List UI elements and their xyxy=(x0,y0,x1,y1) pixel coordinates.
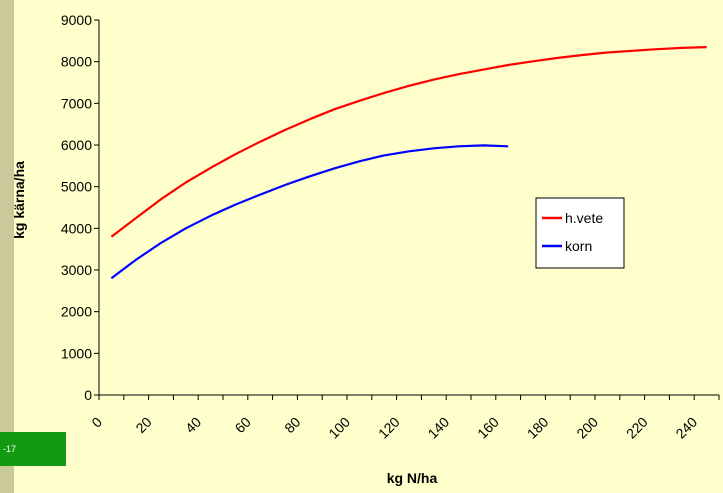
x-tick-label: 200 xyxy=(573,414,601,442)
slide-number-badge: -17 xyxy=(0,432,66,466)
x-tick-label: 40 xyxy=(182,414,204,436)
slide-number-text: -17 xyxy=(3,444,17,454)
slide-left-strip xyxy=(0,0,14,493)
legend-label: korn xyxy=(565,238,592,254)
y-tick-label: 7000 xyxy=(61,95,92,111)
x-tick-label: 180 xyxy=(524,414,552,442)
y-axis-label: kg kärna/ha xyxy=(11,161,27,239)
y-tick-label: 6000 xyxy=(61,137,92,153)
x-tick-label: 120 xyxy=(375,414,403,442)
series-line-h-vete xyxy=(110,46,707,238)
y-tick-label: 4000 xyxy=(61,220,92,236)
x-axis-ticks: 0 20 40 60 80 100 120 140 160 180 200 220 240 xyxy=(88,395,720,442)
x-tick-label: 100 xyxy=(325,414,353,442)
x-axis-label: kg N/ha xyxy=(387,470,438,486)
y-tick-label: 2000 xyxy=(61,304,92,320)
y-tick-label: 9000 xyxy=(61,12,92,28)
legend-box xyxy=(535,197,625,269)
x-tick-label: 60 xyxy=(232,414,254,436)
legend-label: h.vete xyxy=(565,210,603,226)
y-tick-label: 0 xyxy=(84,387,92,403)
y-tick-label: 8000 xyxy=(61,54,92,70)
y-tick-label: 3000 xyxy=(61,262,92,278)
y-tick-label: 1000 xyxy=(61,345,92,361)
chart-axes xyxy=(98,20,719,396)
x-tick-label: 240 xyxy=(672,414,700,442)
y-axis-ticks: 0 1000 2000 3000 4000 5000 6000 7000 8000 9000 xyxy=(61,12,99,403)
x-tick-label: 140 xyxy=(424,414,452,442)
x-tick-label: 80 xyxy=(281,414,303,436)
x-tick-label: 0 xyxy=(88,414,105,431)
chart-series xyxy=(110,46,707,280)
x-tick-label: 160 xyxy=(474,414,502,442)
y-tick-label: 5000 xyxy=(61,179,92,195)
series-line-korn xyxy=(110,144,509,280)
chart-legend: h.vete korn xyxy=(535,197,625,269)
x-tick-label: 20 xyxy=(132,414,154,436)
x-tick-label: 220 xyxy=(623,414,651,442)
